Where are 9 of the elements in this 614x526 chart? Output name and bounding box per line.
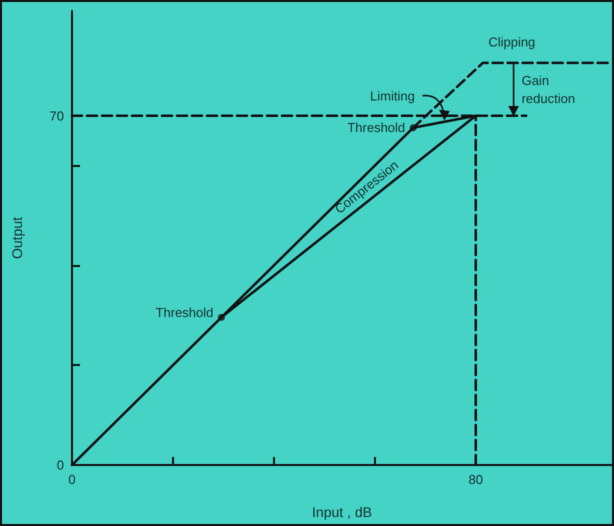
annotation: Gain reduction bbox=[522, 72, 576, 106]
annotation: Threshold bbox=[347, 120, 406, 136]
annotation: Clipping bbox=[488, 34, 536, 50]
annotation: Threshold bbox=[156, 304, 214, 320]
y-tick-label: 70 bbox=[50, 108, 64, 124]
y-axis-title: Output bbox=[9, 216, 25, 260]
x-axis-title: Input , dB bbox=[312, 504, 372, 520]
annotation: Limiting bbox=[370, 88, 415, 104]
x-tick-label: 80 bbox=[468, 472, 483, 487]
